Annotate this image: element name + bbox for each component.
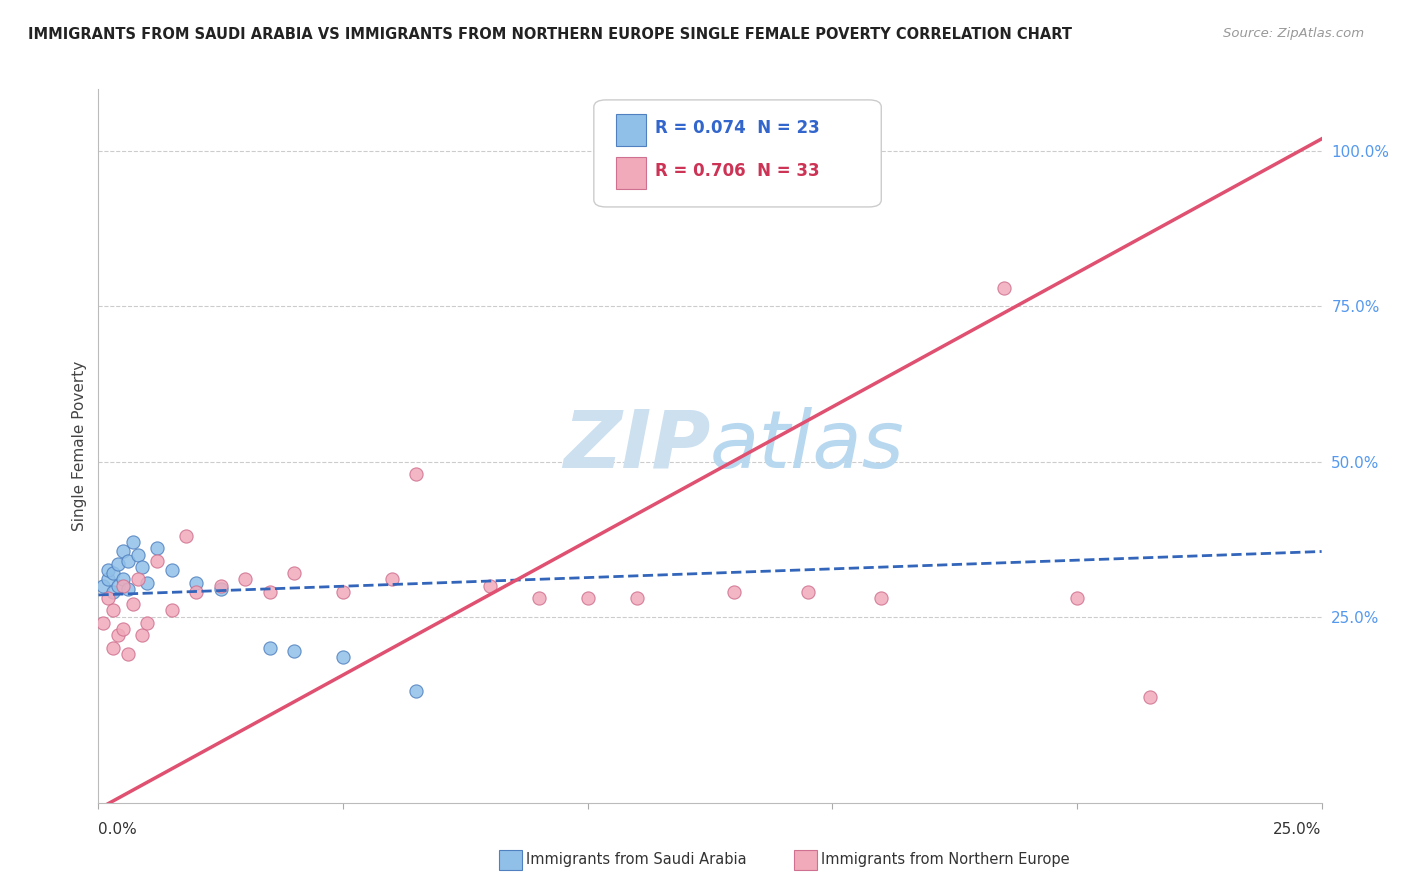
Point (146, 541, 169, 556)
Text: atlas: atlas (710, 407, 905, 485)
Point (107, 579, 129, 593)
Point (332, 584, 354, 599)
Text: 0.0%: 0.0% (98, 822, 138, 837)
Text: R = 0.706  N = 33: R = 0.706 N = 33 (655, 162, 820, 180)
Point (117, 554, 139, 568)
Point (259, 584, 281, 599)
Point (111, 622, 134, 636)
Point (91, 579, 114, 593)
Point (797, 584, 820, 599)
Point (101, 566, 124, 581)
Point (127, 573, 149, 587)
Point (131, 628, 153, 642)
Point (283, 644, 305, 658)
Point (993, 281, 1015, 295)
Point (97, 563, 120, 577)
Text: R = 0.074  N = 23: R = 0.074 N = 23 (655, 120, 820, 137)
Point (107, 628, 129, 642)
Point (283, 566, 305, 581)
Point (117, 647, 139, 661)
Point (1139, 690, 1161, 705)
FancyBboxPatch shape (616, 157, 647, 189)
Text: Immigrants from Saudi Arabia: Immigrants from Saudi Arabia (526, 853, 747, 867)
Point (576, 591, 599, 605)
Point (723, 584, 745, 599)
Point (478, 579, 501, 593)
Point (209, 579, 232, 593)
Point (527, 591, 550, 605)
FancyBboxPatch shape (616, 114, 647, 146)
Point (111, 544, 134, 558)
Point (97, 591, 120, 605)
Text: ZIP: ZIP (562, 407, 710, 485)
Point (381, 573, 404, 587)
Point (117, 582, 139, 596)
Point (405, 467, 427, 481)
Text: IMMIGRANTS FROM SAUDI ARABIA VS IMMIGRANTS FROM NORTHERN EUROPE SINGLE FEMALE PO: IMMIGRANTS FROM SAUDI ARABIA VS IMMIGRAN… (28, 27, 1073, 42)
Point (121, 535, 143, 549)
Point (1066, 591, 1088, 605)
Point (107, 557, 129, 571)
Point (136, 575, 159, 590)
Point (121, 597, 143, 611)
Point (131, 560, 153, 574)
Text: 25.0%: 25.0% (1274, 822, 1322, 837)
Point (101, 640, 124, 655)
Point (111, 573, 134, 587)
Point (186, 584, 208, 599)
Point (259, 640, 281, 655)
Point (176, 529, 198, 543)
Point (97, 573, 120, 587)
Point (233, 573, 256, 587)
Point (111, 579, 134, 593)
Text: Immigrants from Northern Europe: Immigrants from Northern Europe (821, 853, 1070, 867)
Point (626, 591, 648, 605)
Point (136, 615, 159, 630)
Point (146, 554, 169, 568)
Point (332, 650, 354, 665)
Y-axis label: Single Female Poverty: Single Female Poverty (72, 361, 87, 531)
Point (870, 591, 893, 605)
Point (101, 603, 124, 617)
Point (91, 615, 114, 630)
Point (209, 582, 232, 596)
Point (186, 575, 208, 590)
Point (160, 603, 183, 617)
Text: Source: ZipAtlas.com: Source: ZipAtlas.com (1223, 27, 1364, 40)
Point (127, 548, 149, 562)
FancyBboxPatch shape (593, 100, 882, 207)
Point (101, 584, 124, 599)
Point (160, 563, 183, 577)
Point (405, 684, 427, 698)
